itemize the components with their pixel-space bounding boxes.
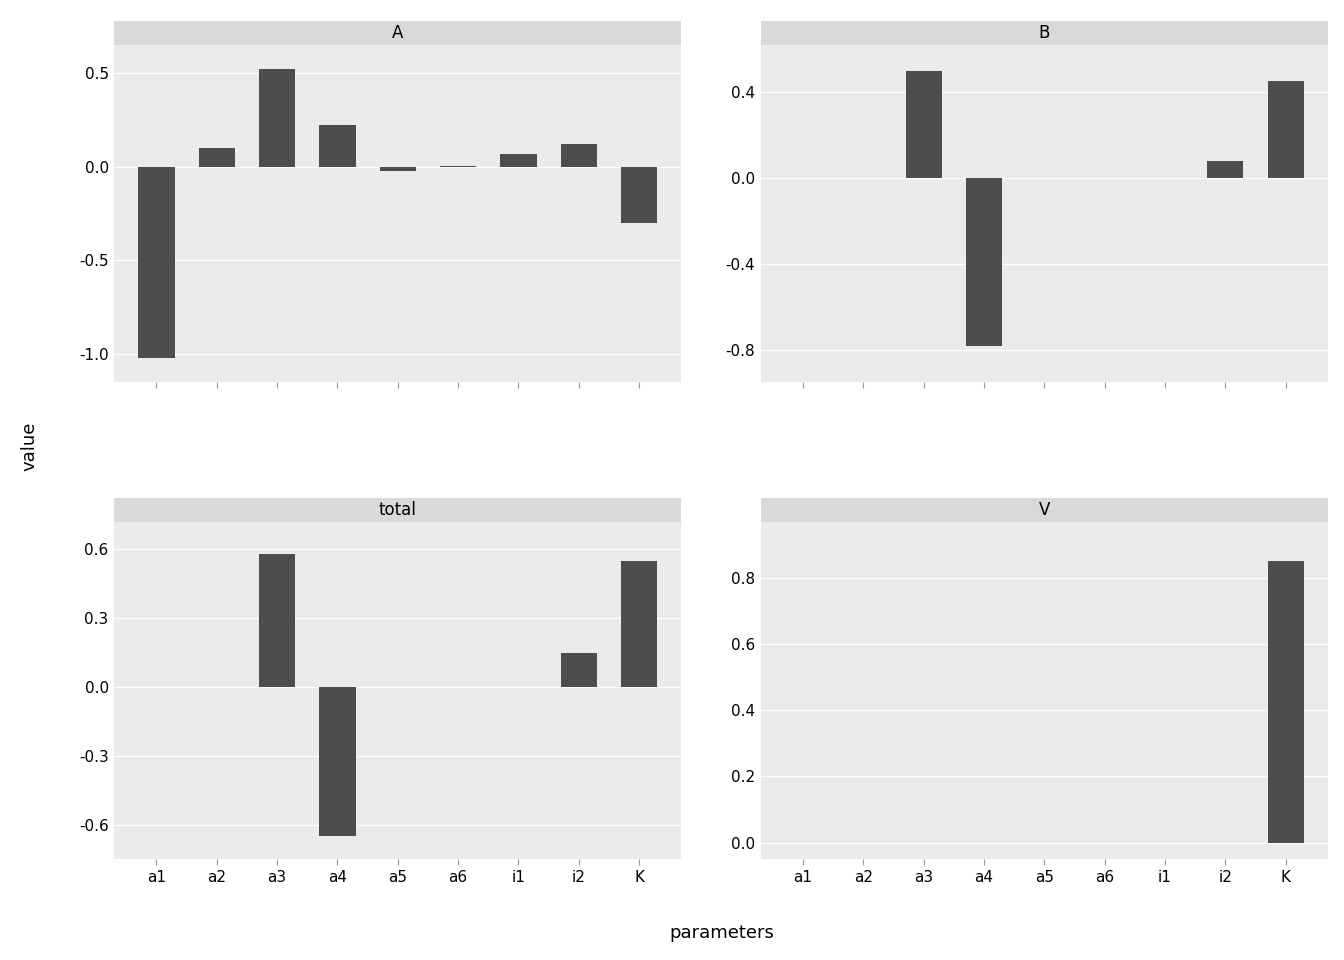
Bar [621,561,657,687]
Text: V: V [1039,501,1050,518]
Bar [1267,82,1304,178]
Text: A: A [392,24,403,42]
Bar [560,144,597,167]
Bar [320,126,356,167]
Text: value: value [20,421,39,471]
Text: B: B [1039,24,1050,42]
Bar [966,178,1003,346]
Bar [500,154,536,167]
Bar [1267,562,1304,843]
Bar [259,554,296,687]
Bar [199,148,235,167]
Bar [320,687,356,836]
Bar [906,70,942,178]
Text: total: total [379,501,417,518]
Bar [259,69,296,167]
Bar [138,167,175,358]
Bar [621,167,657,223]
Bar [1207,161,1243,178]
Bar [380,167,415,171]
Text: parameters: parameters [669,924,774,942]
Bar [560,653,597,687]
